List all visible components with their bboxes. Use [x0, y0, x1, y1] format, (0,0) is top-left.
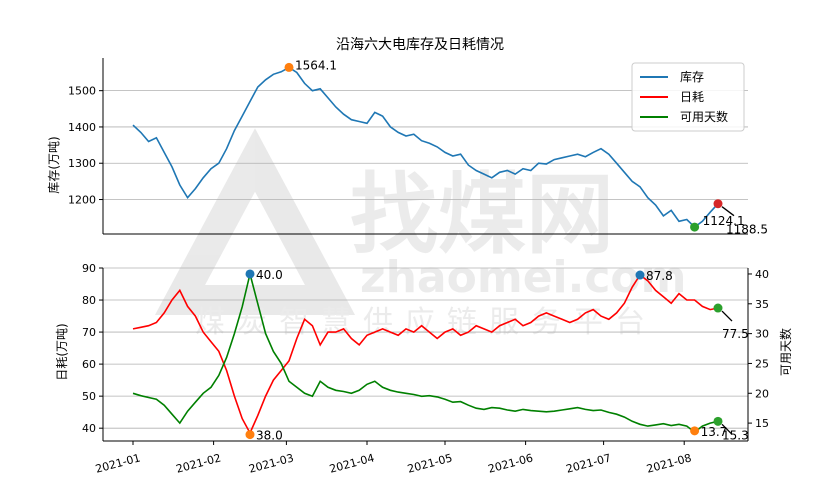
x-tick-label: 2021-05 — [406, 451, 454, 475]
legend-label: 可用天数 — [680, 109, 728, 124]
top-annotation-label: 1124.1 — [703, 214, 745, 228]
bottom-y-tick-label-left: 60 — [82, 358, 96, 371]
bottom-y-tick-label-left: 80 — [82, 294, 96, 307]
bottom-y-tick-label-left: 70 — [82, 326, 96, 339]
watermark-slogan: 煤炭智慧供应链服务平台 — [195, 305, 657, 340]
bottom-y-axis-label-right: 可用天数 — [778, 328, 793, 376]
bottom-annotation-marker — [690, 426, 700, 436]
bottom-series — [132, 273, 719, 435]
top-y-tick-label: 1300 — [68, 157, 96, 170]
watermark-logo-triangle — [154, 128, 356, 315]
legend-box — [631, 62, 745, 132]
bottom-y-tick-label-right: 25 — [755, 357, 769, 370]
annotation-arrow — [721, 206, 735, 217]
top-annotation-marker — [690, 222, 700, 232]
x-tick-label: 2021-08 — [645, 451, 693, 475]
top-y-tick-label: 1500 — [68, 85, 96, 98]
bottom-annotation-label: 15.3 — [722, 428, 749, 442]
bottom-y-tick-label-left: 50 — [82, 390, 96, 403]
bottom-y-tick-label-right: 30 — [755, 328, 769, 341]
x-tick-label: 2021-03 — [247, 451, 295, 475]
bottom-y-tick-label-right: 40 — [755, 268, 769, 281]
legend-label: 库存 — [680, 69, 704, 84]
chart-title: 沿海六大电库存及日耗情况 — [336, 37, 504, 53]
x-tick-label: 2021-07 — [565, 451, 613, 475]
watermark-brand: 找煤网 — [350, 163, 614, 266]
annotation-arrow — [721, 310, 733, 322]
top-annotation-label: 1188.5 — [726, 223, 768, 237]
watermark-domain: zhaomei.com — [360, 252, 687, 303]
series-line-keyong-tianshu — [132, 273, 719, 434]
bottom-annotations: 40.0 38.0 87.8 13.7 77.5 15.3 — [245, 268, 749, 443]
bottom-annotation-marker — [635, 270, 645, 280]
bottom-annotation-label: 38.0 — [256, 429, 283, 443]
x-tick-label: 2021-06 — [487, 451, 535, 475]
x-tick-label: 2021-02 — [175, 451, 223, 475]
top-annotation-marker — [284, 62, 294, 72]
x-tick-label: 2021-01 — [94, 451, 142, 475]
bottom-y-tick-label-right: 20 — [755, 387, 769, 400]
bottom-annotation-label: 40.0 — [256, 268, 283, 282]
top-series — [132, 66, 719, 229]
series-line-kucun — [132, 66, 719, 229]
bottom-annotation-label: 13.7 — [701, 425, 728, 439]
bottom-y-tick-label-right: 15 — [755, 417, 769, 430]
watermark: 找煤网 zhaomei.com 煤炭智慧供应链服务平台 — [154, 128, 687, 340]
top-y-tick-label: 1200 — [68, 194, 96, 207]
bottom-annotation-marker — [245, 430, 255, 440]
bottom-y-tick-label-right: 35 — [755, 298, 769, 311]
bottom-annotation-marker — [713, 303, 723, 313]
series-line-rihao — [132, 273, 719, 435]
annotation-arrow — [721, 423, 733, 435]
bottom-annotation-marker — [245, 269, 255, 279]
top-y-axis-label: 库存(万吨) — [46, 136, 61, 193]
top-annotation-label: 1564.1 — [295, 58, 337, 72]
top-y-tick-label: 1400 — [68, 121, 96, 134]
legend-label: 日耗 — [680, 90, 704, 104]
bottom-annotation-marker — [713, 416, 723, 426]
bottom-y-axis-label-left: 日耗(万吨) — [55, 323, 69, 380]
top-annotation-marker — [713, 199, 723, 209]
top-axes: 1200 1300 1400 1500 — [68, 58, 748, 235]
bottom-y-tick-label-left: 90 — [82, 262, 96, 275]
bottom-annotation-label: 77.5 — [722, 327, 749, 341]
bottom-annotation-label: 87.8 — [646, 269, 673, 283]
x-tick-label: 2021-04 — [328, 451, 376, 475]
bottom-y-tick-label-left: 40 — [82, 422, 96, 435]
